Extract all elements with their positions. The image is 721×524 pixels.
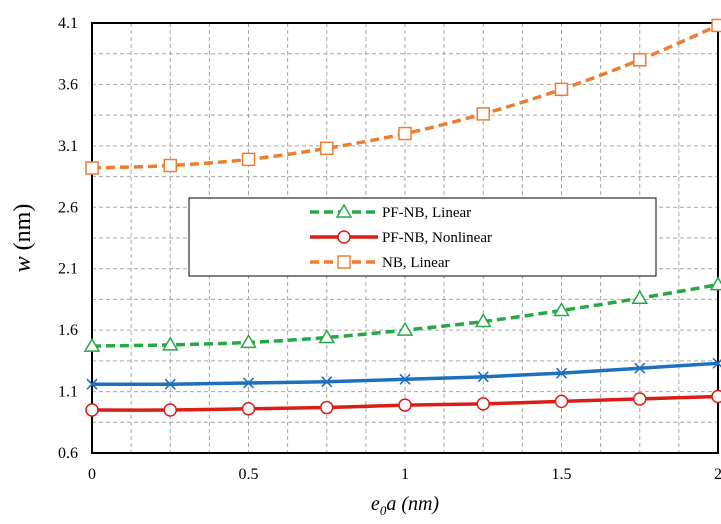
plot-area-frame bbox=[91, 22, 719, 454]
series-line bbox=[91, 23, 719, 170]
legend-item: PF-NB, Nonlinear bbox=[310, 230, 492, 246]
marker-stroke bbox=[399, 373, 411, 385]
legend-marker bbox=[337, 255, 351, 269]
series-pf-nb-nonlinear bbox=[85, 389, 721, 417]
x-tick-label: 1.5 bbox=[552, 466, 572, 483]
x-axis-title-subscript: 0 bbox=[380, 503, 387, 518]
data-point bbox=[554, 82, 569, 97]
data-point bbox=[163, 158, 177, 173]
y-axis-title-main: w bbox=[10, 256, 36, 272]
data-point bbox=[634, 362, 646, 374]
x-tick-label: 0 bbox=[88, 466, 96, 483]
data-point bbox=[320, 400, 334, 415]
data-point bbox=[164, 378, 176, 390]
y-tick-label: 4.1 bbox=[58, 15, 78, 32]
series-group bbox=[83, 18, 721, 417]
x-axis-title-main: e bbox=[371, 493, 380, 515]
marker-stroke bbox=[555, 367, 568, 379]
data-point bbox=[398, 398, 412, 412]
series-line bbox=[91, 282, 719, 348]
marker-stroke bbox=[164, 378, 176, 390]
data-point bbox=[161, 336, 179, 351]
data-point bbox=[83, 337, 101, 352]
data-point bbox=[476, 107, 490, 121]
legend-marker bbox=[337, 230, 351, 244]
data-point bbox=[399, 373, 411, 385]
data-point bbox=[474, 313, 492, 328]
data-point bbox=[241, 152, 256, 167]
legend-marker bbox=[335, 203, 353, 218]
series-unlabeled-2 bbox=[86, 357, 721, 390]
marker-stroke bbox=[86, 378, 98, 390]
data-point bbox=[242, 377, 255, 389]
marker-stroke bbox=[634, 362, 646, 374]
y-tick-label: 1.6 bbox=[58, 322, 78, 339]
data-point bbox=[398, 126, 412, 141]
y-tick-label: 0.6 bbox=[58, 445, 78, 462]
series-nb-linear bbox=[85, 18, 721, 175]
marker-stroke bbox=[321, 376, 333, 388]
data-point bbox=[709, 276, 721, 291]
marker-stroke bbox=[477, 371, 489, 383]
legend-item: NB, Linear bbox=[310, 255, 449, 271]
data-point bbox=[633, 53, 647, 67]
y-tick-label: 2.1 bbox=[58, 261, 78, 278]
data-point bbox=[712, 357, 721, 369]
data-point bbox=[241, 402, 256, 416]
series-pf-nb-linear bbox=[83, 276, 721, 352]
legend-label: PF-NB, Linear bbox=[382, 205, 471, 221]
y-tick-label: 1.1 bbox=[58, 384, 78, 401]
y-tick-label: 3.1 bbox=[58, 138, 78, 155]
data-point bbox=[320, 141, 334, 156]
y-axis-title-rest: (nm) bbox=[10, 204, 36, 257]
x-tick-label: 1 bbox=[401, 466, 409, 483]
data-point bbox=[477, 371, 489, 383]
data-point bbox=[321, 376, 333, 388]
y-axis-title: w (nm) bbox=[10, 204, 36, 273]
data-point bbox=[85, 161, 99, 175]
data-point bbox=[163, 403, 177, 417]
data-point bbox=[553, 301, 570, 317]
marker-stroke bbox=[242, 377, 255, 389]
data-point bbox=[396, 321, 414, 336]
x-axis-title-rest: a (nm) bbox=[386, 493, 439, 515]
legend-item: PF-NB, Linear bbox=[310, 203, 471, 221]
legend: PF-NB, Linear PF-NB, Nonlinear NB, Linear bbox=[188, 197, 657, 277]
y-tick-label: 2.6 bbox=[58, 199, 78, 216]
data-point bbox=[631, 289, 649, 304]
data-point bbox=[711, 389, 721, 404]
data-point bbox=[476, 397, 490, 411]
x-tick-label: 2 bbox=[714, 466, 721, 483]
legend-box bbox=[188, 197, 657, 277]
data-point bbox=[554, 394, 569, 409]
data-point bbox=[85, 403, 99, 417]
data-point bbox=[86, 378, 98, 390]
data-point bbox=[633, 392, 647, 406]
legend-label: NB, Linear bbox=[382, 255, 449, 271]
marker-stroke bbox=[712, 359, 721, 369]
tick-labels: 0 0.5 1 1.5 2 0.6 1.1 1.6 2.1 2.6 3.1 3.6 4.1 bbox=[58, 15, 721, 483]
data-point bbox=[555, 367, 568, 379]
data-point bbox=[240, 333, 257, 349]
data-point bbox=[711, 18, 721, 33]
x-axis-title: e0a (nm) bbox=[371, 493, 439, 518]
x-tick-label: 0.5 bbox=[239, 466, 259, 483]
y-tick-label: 3.6 bbox=[58, 76, 78, 93]
data-point bbox=[318, 329, 336, 344]
legend-label: PF-NB, Nonlinear bbox=[382, 230, 492, 246]
